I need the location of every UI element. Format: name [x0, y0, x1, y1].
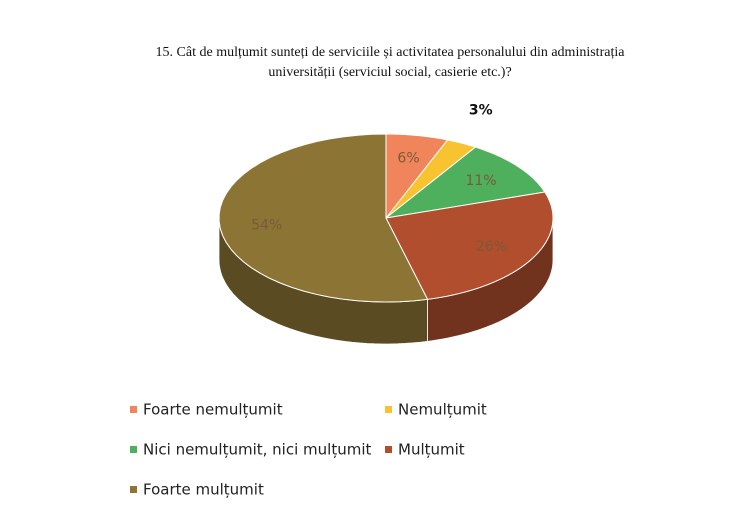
legend-swatch: [385, 446, 392, 453]
legend-label: Nemulțumit: [398, 401, 487, 419]
legend-swatch: [130, 406, 137, 413]
legend-label: Nici nemulțumit, nici mulțumit: [143, 441, 371, 459]
legend-label: Foarte nemulțumit: [143, 401, 283, 419]
legend-swatch: [385, 406, 392, 413]
pie-slice: [385, 191, 554, 300]
chart-title: 15. Cât de mulțumit sunteți de serviciil…: [156, 45, 626, 60]
legend-swatch: [130, 446, 137, 453]
chart-title: universității (serviciul social, casieri…: [268, 65, 511, 80]
data-label: 6%: [397, 151, 419, 167]
data-label: 3%: [469, 102, 493, 118]
data-label: 11%: [465, 173, 496, 189]
pie-slice: [385, 139, 477, 219]
pie-slice: [384, 146, 546, 219]
legend-swatch: [130, 486, 137, 493]
legend-label: Foarte mulțumit: [143, 481, 264, 499]
data-label: 26%: [476, 239, 507, 255]
legend-label: Mulțumit: [398, 441, 465, 459]
pie-slice: [385, 133, 449, 220]
pie-slice: [218, 133, 429, 303]
data-label: 54%: [251, 218, 282, 234]
